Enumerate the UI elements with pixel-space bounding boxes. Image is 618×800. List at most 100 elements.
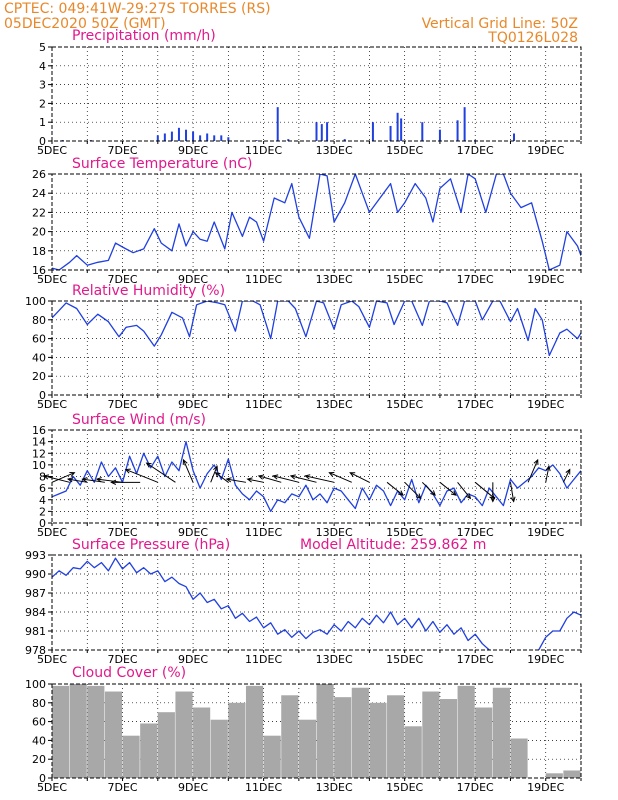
x-tick-label: 7DEC — [107, 398, 137, 411]
precipitation-bar — [421, 122, 424, 141]
wind-arrow — [272, 474, 299, 483]
x-tick-label: 17DEC — [457, 398, 494, 411]
cloud-cover-bar — [122, 735, 140, 778]
cloud-cover-bar — [228, 702, 246, 778]
y-tick-label: 22 — [32, 206, 46, 219]
y-tick-label: 3 — [39, 79, 46, 92]
relative-humidity-line — [52, 301, 581, 357]
y-tick-label: 4 — [39, 494, 46, 507]
precipitation-bar — [163, 133, 166, 141]
y-tick-label: 1 — [39, 116, 46, 129]
x-tick-label: 5DEC — [37, 398, 67, 411]
x-tick-label: 15DEC — [386, 526, 423, 539]
cloud-cover-bar — [439, 699, 458, 778]
precipitation-bar — [326, 122, 329, 141]
surface-temperature-y-axis: 16 18 20 22 24 26 — [32, 168, 52, 277]
y-tick-label: 40 — [32, 734, 46, 747]
relative-humidity-panel: 0 20 40 60 80 100 5DEC 7DEC 9DEC 11DEC 13DEC 15DEC 1… — [25, 283, 582, 411]
x-tick-label: 17DEC — [457, 144, 494, 157]
precipitation-bar — [192, 131, 195, 141]
y-tick-label: 60 — [32, 716, 46, 729]
cloud-cover-bar — [334, 697, 352, 778]
cloud-cover-bar — [140, 723, 158, 778]
precipitation-bar — [199, 135, 202, 141]
x-tick-label: 9DEC — [178, 273, 208, 286]
x-tick-label: 5DEC — [37, 653, 67, 666]
precipitation-bar — [213, 135, 216, 141]
surface-wind-x-axis: 5DEC 7DEC 9DEC 11DEC 13DEC 15DEC 17DEC 19DEC — [37, 523, 582, 539]
x-tick-label: 11DEC — [245, 781, 282, 794]
x-tick-label: 7DEC — [107, 273, 137, 286]
y-tick-label: 0 — [39, 135, 46, 148]
wind-arrow — [124, 468, 158, 483]
wind-arrow — [421, 481, 436, 496]
header-grid-note: Vertical Grid Line: 50Z — [422, 16, 578, 32]
precipitation-bar — [227, 137, 230, 141]
y-tick-label: 987 — [25, 587, 46, 600]
header-code: TQ0126L028 — [487, 30, 578, 46]
precipitation-bar — [343, 139, 346, 141]
relative-humidity-frame — [51, 300, 582, 396]
wind-arrow — [490, 482, 496, 503]
y-tick-label: 0 — [39, 517, 46, 530]
x-tick-label: 19DEC — [527, 526, 564, 539]
x-tick-label: 13DEC — [316, 781, 353, 794]
y-tick-label: 40 — [32, 351, 46, 364]
wind-arrow — [51, 471, 76, 483]
y-tick-label: 60 — [32, 333, 46, 346]
model-altitude-annotation: Model Altitude: 259.862 m — [300, 537, 486, 553]
wind-arrow — [545, 465, 551, 483]
wind-arrow — [509, 482, 516, 503]
x-tick-label: 13DEC — [316, 653, 353, 666]
header-station: CPTEC: 049:41W-29:27S TORRES (RS) — [4, 1, 271, 17]
surface-wind-grid — [52, 430, 581, 523]
precipitation-bar — [320, 124, 323, 141]
header-date: 05DEC2020 50Z (GMT) — [4, 16, 166, 32]
x-tick-label: 9DEC — [178, 653, 208, 666]
surface-pressure-grid — [52, 555, 581, 650]
x-tick-label: 11DEC — [245, 144, 282, 157]
precipitation-bar — [512, 133, 515, 141]
cloud-cover-bar — [52, 685, 70, 778]
cloud-cover-bar — [545, 773, 563, 778]
cloud-cover-bar — [175, 691, 193, 778]
cloud-cover-bar — [104, 691, 123, 778]
cloud-cover-bar — [422, 691, 440, 778]
surface-pressure-x-axis: 5DEC 7DEC 9DEC 11DEC 13DEC 15DEC 17DEC 19DEC — [37, 650, 582, 666]
wind-arrow — [210, 465, 218, 483]
cloud-cover-bar — [563, 770, 581, 778]
wind-arrow — [404, 481, 422, 500]
precipitation-grid — [52, 47, 581, 141]
precipitation-bar — [170, 131, 173, 141]
y-tick-label: 984 — [25, 606, 46, 619]
wind-arrow — [145, 462, 176, 483]
x-tick-label: 15DEC — [386, 398, 423, 411]
surface-wind-title: Surface Wind (m/s) — [72, 412, 206, 428]
wind-arrow — [225, 477, 247, 483]
precipitation-bar — [400, 118, 403, 141]
surface-pressure-title: Surface Pressure (hPa) — [72, 537, 230, 553]
precipitation-bar — [438, 129, 441, 141]
x-tick-label: 11DEC — [245, 526, 282, 539]
y-tick-label: 80 — [32, 314, 46, 327]
y-tick-label: 20 — [32, 753, 46, 766]
wind-arrow — [349, 472, 370, 483]
wind-arrow — [289, 474, 317, 483]
wind-arrow — [81, 477, 105, 483]
wind-arrow — [304, 474, 335, 483]
y-tick-label: 5 — [39, 41, 46, 54]
cloud-cover-bar — [404, 726, 422, 778]
cloud-cover-bar — [387, 695, 405, 778]
x-tick-label: 5DEC — [37, 526, 67, 539]
x-tick-label: 17DEC — [457, 273, 494, 286]
x-tick-label: 11DEC — [245, 398, 282, 411]
x-tick-label: 13DEC — [316, 398, 353, 411]
surface-temperature-frame — [51, 173, 582, 271]
x-tick-label: 17DEC — [457, 781, 494, 794]
precipitation-frame — [51, 46, 582, 142]
surface-pressure-data — [52, 557, 581, 650]
surface-pressure-line — [52, 557, 581, 650]
y-tick-label: 978 — [25, 644, 46, 657]
